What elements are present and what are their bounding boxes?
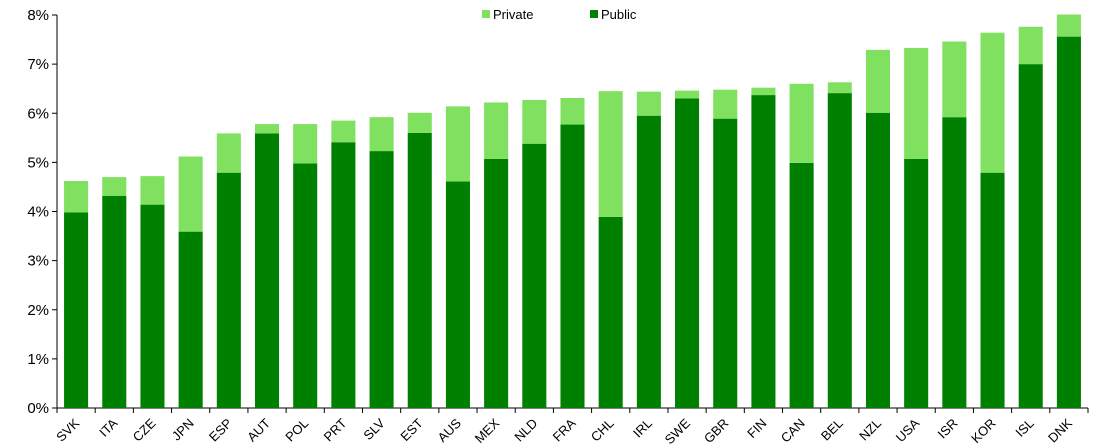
bar-public-swe	[675, 98, 700, 408]
x-tick-label: KOR	[968, 416, 999, 446]
bar-private-jpn	[178, 156, 203, 232]
bar-public-nld	[522, 143, 547, 408]
x-tick-label: IRL	[630, 416, 655, 441]
y-tick-label: 5%	[27, 154, 49, 171]
bar-private-usa	[904, 47, 929, 159]
y-tick-label: 0%	[27, 400, 49, 417]
x-tick-label: MEX	[472, 415, 503, 446]
bar-private-cze	[140, 176, 165, 205]
legend-label-public: Public	[601, 7, 637, 22]
bar-private-swe	[675, 90, 700, 99]
bar-private-irl	[636, 91, 661, 116]
bar-public-kor	[980, 172, 1005, 408]
bar-public-irl	[636, 115, 661, 409]
y-tick-label: 1%	[27, 351, 49, 368]
bar-private-pol	[293, 124, 318, 164]
bar-private-aut	[254, 124, 280, 134]
bar-private-bel	[827, 82, 852, 94]
bar-public-aut	[254, 133, 280, 409]
legend-label-private: Private	[493, 7, 533, 22]
x-tick-label: AUS	[435, 415, 465, 445]
bar-private-isl	[1018, 26, 1043, 65]
x-tick-label: CZE	[130, 415, 159, 444]
x-tick-label: SLV	[360, 415, 388, 443]
y-tick-label: 8%	[27, 7, 49, 24]
x-tick-label: BEL	[818, 416, 846, 444]
bar-private-chl	[598, 91, 623, 217]
bar-public-usa	[904, 158, 929, 408]
bar-public-slv	[369, 151, 394, 409]
bar-public-esp	[216, 172, 241, 408]
bar-private-aus	[445, 106, 470, 182]
x-tick-label: NZL	[856, 416, 884, 444]
bar-public-bel	[827, 93, 852, 408]
bar-public-jpn	[178, 231, 203, 408]
x-axis: SVK ITA CZE JPN ESP AUT POL PRT SLV EST AUS MEX NLD F…	[53, 407, 1089, 446]
bar-private-mex	[484, 102, 509, 159]
bar-private-slv	[369, 117, 394, 152]
x-tick-label: POL	[282, 416, 311, 445]
bar-private-esp	[216, 133, 241, 173]
y-tick-label: 2%	[27, 302, 49, 319]
y-tick-label: 4%	[27, 204, 49, 221]
x-tick-label: NLD	[511, 416, 540, 445]
bar-private-prt	[331, 120, 356, 143]
x-tick-label: PRT	[321, 415, 350, 444]
bar-private-svk	[64, 181, 89, 213]
bar-public-est	[407, 132, 432, 408]
x-tick-label: ITA	[96, 415, 120, 439]
bar-private-nld	[522, 99, 547, 144]
bar-public-fra	[560, 124, 585, 408]
x-tick-label: FRA	[550, 415, 579, 444]
x-tick-label: EST	[397, 415, 426, 444]
y-tick-label: 3%	[27, 253, 49, 270]
bar-public-prt	[331, 142, 356, 408]
x-tick-label: SVK	[53, 415, 82, 444]
x-tick-label: SWE	[662, 415, 694, 446]
y-tick-label: 6%	[27, 105, 49, 122]
bar-public-can	[789, 162, 814, 408]
x-tick-label: JPN	[169, 416, 197, 444]
bar-public-cze	[140, 204, 165, 408]
legend-swatch-private	[482, 10, 490, 18]
x-tick-label: FIN	[744, 416, 769, 441]
bar-private-nzl	[865, 49, 891, 113]
bar-public-aus	[445, 181, 470, 408]
bar-public-svk	[64, 212, 89, 408]
bar-public-isr	[942, 117, 967, 409]
bar-private-isr	[942, 41, 967, 118]
x-tick-label: GBR	[701, 416, 732, 446]
bar-public-ita	[102, 195, 127, 408]
bar-private-dnk	[1056, 14, 1081, 37]
bar-private-ita	[102, 177, 127, 196]
bars	[64, 14, 1081, 409]
x-tick-label: AUT	[244, 415, 273, 444]
bar-public-chl	[598, 216, 623, 408]
legend-swatch-public	[590, 10, 598, 18]
bar-public-pol	[293, 163, 318, 408]
y-axis: 0% 1% 2% 3% 4% 5% 6% 7% 8%	[27, 7, 58, 417]
legend: Private Public	[482, 7, 637, 22]
x-tick-label: DNK	[1045, 415, 1075, 445]
x-tick-label: ISL	[1012, 416, 1036, 440]
x-tick-label: ISR	[935, 416, 961, 442]
bar-public-nzl	[865, 112, 891, 408]
bar-private-fin	[751, 87, 776, 96]
x-tick-label: ESP	[206, 416, 235, 445]
x-tick-label: CHL	[588, 416, 617, 445]
x-tick-label: USA	[893, 415, 923, 445]
bar-public-fin	[751, 95, 776, 408]
x-tick-label: CAN	[778, 416, 808, 446]
bar-public-gbr	[713, 118, 738, 408]
bar-private-fra	[560, 98, 585, 125]
bar-private-can	[789, 83, 814, 163]
bar-public-dnk	[1056, 36, 1081, 409]
bar-public-mex	[484, 158, 509, 408]
bar-private-kor	[980, 32, 1005, 173]
y-tick-label: 7%	[27, 56, 49, 73]
bar-public-isl	[1018, 64, 1043, 408]
bar-private-gbr	[713, 89, 738, 119]
bar-private-est	[407, 112, 432, 133]
